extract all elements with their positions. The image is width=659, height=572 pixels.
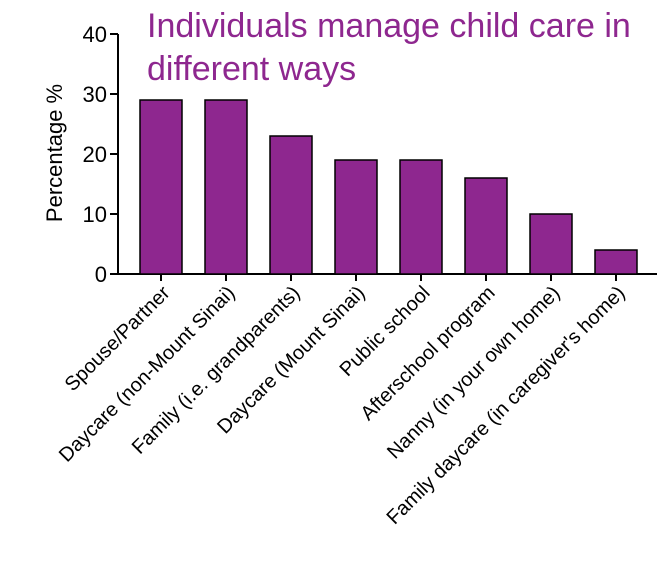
y-tick-label: 0 [95,262,107,287]
bar [139,99,183,275]
y-axis-title: Percentage % [42,84,67,222]
chart-title-line-2: different ways [147,50,356,88]
bar [399,159,443,275]
y-tick-label: 40 [83,22,107,47]
bar [529,213,573,275]
y-tick-label: 30 [83,82,107,107]
chart-title-line-1: Individuals manage child care in [147,7,631,45]
y-tick-label: 10 [83,202,107,227]
chart-title: Individuals manage child care in differe… [147,7,631,88]
bar [269,135,313,275]
bars [139,99,638,275]
y-ticks: 0 10 20 30 40 [83,22,118,287]
bar [594,249,638,275]
bar [334,159,378,275]
bar [204,99,248,275]
y-tick-label: 20 [83,142,107,167]
x-category-label: Family daycare (in caregiver's home) [383,282,630,529]
bar [464,177,508,275]
